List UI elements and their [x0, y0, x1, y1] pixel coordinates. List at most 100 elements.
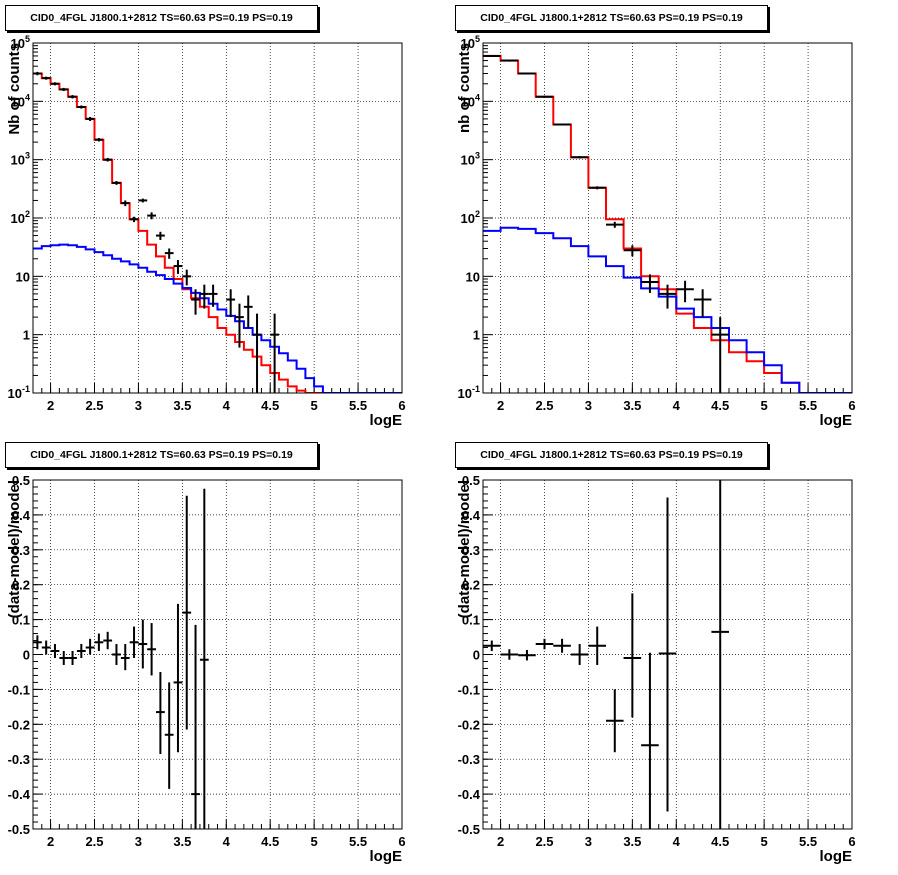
data-layer — [483, 480, 729, 829]
x-tick-label: 3.5 — [173, 398, 191, 413]
y-tick-label: -0.1 — [8, 682, 30, 697]
data-point — [33, 635, 42, 650]
data-point — [120, 644, 130, 671]
data-point — [191, 289, 200, 315]
x-tick-label: 2 — [47, 834, 54, 849]
y-tick-label: 0.4 — [462, 508, 481, 523]
data-point — [103, 157, 113, 162]
x-axis-label: logE — [370, 848, 403, 865]
model-histogram-series-1 — [483, 54, 852, 393]
data-point — [270, 313, 279, 393]
data-point — [500, 59, 519, 62]
y-tick-label: 0.1 — [462, 613, 480, 628]
plot-frame-top — [482, 42, 853, 394]
data-point — [94, 138, 104, 142]
data-point — [41, 640, 51, 655]
data-point — [129, 216, 139, 223]
x-tick-label: 4.5 — [261, 834, 279, 849]
data-point — [76, 105, 86, 109]
x-tick-label: 4.5 — [711, 398, 729, 413]
data-point — [199, 488, 209, 829]
y-tick-label: 105 — [461, 34, 480, 51]
plot-frame — [32, 479, 403, 830]
data-point — [658, 284, 677, 309]
model-histogram-series-1 — [33, 72, 402, 393]
y-axis-label: nb of counts — [456, 43, 473, 133]
y-tick-label: -0.4 — [458, 787, 481, 802]
plot-title: CID0_4FGL J1800.1+2812 TS=60.63 PS=0.19 … — [5, 5, 318, 31]
y-tick-label: 0.5 — [462, 473, 480, 488]
model-histogram-series-2 — [483, 226, 852, 393]
x-tick-label: 4 — [223, 398, 231, 413]
y-tick-label: 0.1 — [12, 613, 30, 628]
data-point — [588, 186, 606, 190]
data-point — [85, 116, 95, 122]
x-tick-label: 5 — [761, 834, 768, 849]
x-tick-label: 2 — [47, 398, 54, 413]
data-point — [535, 638, 554, 650]
data-point — [33, 71, 42, 76]
y-tick-label: -0.4 — [8, 787, 31, 802]
y-tick-label: 0.5 — [12, 473, 30, 488]
data-point — [208, 284, 218, 307]
x-tick-label: 2 — [497, 398, 504, 413]
x-tick-label: 2.5 — [535, 834, 553, 849]
data-point — [156, 671, 165, 754]
y-tick-label: 102 — [11, 209, 30, 226]
y-tick-label: 0.3 — [12, 543, 30, 558]
data-point — [173, 260, 183, 274]
x-tick-label: 3 — [585, 398, 592, 413]
y-tick-label: 0 — [473, 648, 480, 663]
data-point — [676, 280, 694, 303]
data-point — [191, 624, 200, 829]
data-point — [68, 95, 77, 99]
data-point — [606, 221, 624, 228]
x-axis-label: logE — [820, 848, 853, 865]
x-tick-label: 3.5 — [623, 398, 641, 413]
data-point — [553, 123, 571, 126]
x-tick-label: 3 — [135, 834, 142, 849]
y-tick-label: -0.2 — [458, 717, 480, 732]
y-tick-label: -0.3 — [8, 752, 30, 767]
x-tick-label: 4 — [673, 834, 681, 849]
y-tick-label: 102 — [461, 209, 480, 226]
plot-title: CID0_4FGL J1800.1+2812 TS=60.63 PS=0.19 … — [455, 442, 768, 468]
y-tick-label: 104 — [461, 92, 480, 109]
model-histogram-series-2 — [33, 243, 402, 393]
data-layer — [483, 54, 852, 393]
plot-frame — [32, 42, 403, 394]
data-point — [553, 638, 571, 653]
plot-frame-top — [32, 42, 403, 394]
y-tick-label: 10 — [466, 269, 480, 284]
data-point — [518, 649, 536, 661]
y-tick-label: 105 — [11, 34, 30, 51]
data-point — [711, 480, 729, 829]
x-tick-label: 3 — [585, 834, 592, 849]
x-tick-label: 2.5 — [85, 398, 103, 413]
x-tick-label: 4 — [223, 834, 231, 849]
data-point — [50, 644, 60, 658]
data-point — [235, 303, 244, 348]
data-point — [483, 640, 501, 652]
x-tick-label: 4 — [673, 398, 681, 413]
plot-frame-top — [482, 479, 853, 830]
data-point — [41, 76, 51, 80]
data-point — [112, 644, 121, 665]
data-point — [623, 593, 642, 718]
data-point — [76, 644, 86, 658]
data-point — [156, 231, 165, 240]
data-point — [129, 626, 139, 658]
data-point — [658, 497, 677, 812]
data-point — [138, 619, 148, 669]
y-axis-label: (data-model)/model — [6, 480, 23, 618]
data-point — [570, 156, 589, 159]
plot-title: CID0_4FGL J1800.1+2812 TS=60.63 PS=0.19 … — [5, 442, 318, 468]
data-point — [182, 269, 192, 286]
y-tick-label: 104 — [11, 92, 30, 109]
y-tick-label: 0.2 — [462, 578, 480, 593]
y-tick-label: 103 — [461, 151, 480, 168]
data-point — [570, 644, 589, 665]
